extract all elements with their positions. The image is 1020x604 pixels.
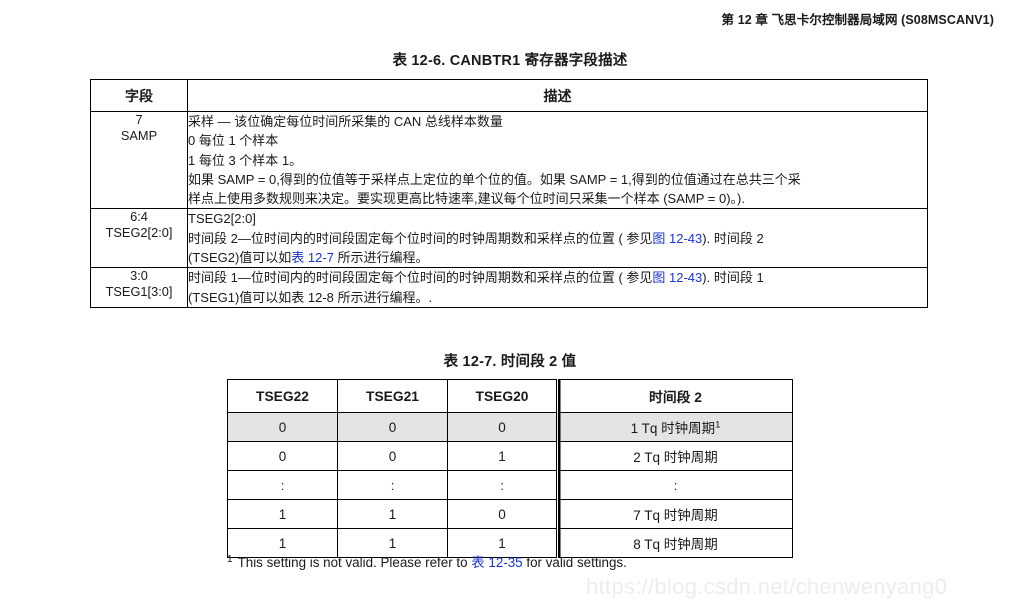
column-header-description: 描述 <box>187 79 928 112</box>
table-row: 1 1 1 8 Tq 时钟周期 <box>227 528 793 558</box>
cell-time-segment: 2 Tq 时钟周期 <box>556 441 793 471</box>
running-header: 第 12 章 飞思卡尔控制器局域网 (S08MSCANV1) <box>721 13 994 27</box>
cell-tseg20: : <box>447 470 558 500</box>
cell-tseg21: 0 <box>337 412 448 442</box>
footnote-mark: 1 <box>227 553 233 565</box>
cell-tseg22: 0 <box>227 441 338 471</box>
desc-line: (TSEG2)值可以如表 12-7 所示进行编程。 <box>188 250 429 266</box>
desc-line: 样点上使用多数规则来决定。要实现更高比特速率,建议每个位时间只采集一个样本 (S… <box>188 191 745 207</box>
cell-tseg22: : <box>227 470 338 500</box>
cell-tseg22: 1 <box>227 528 338 558</box>
table-6-caption: 表 12-6. CANBTR1 寄存器字段描述 <box>392 53 628 69</box>
footnote-text-after: for valid settings. <box>522 555 627 570</box>
table-7-footnote: 1 This setting is not valid. Please refer… <box>227 551 627 571</box>
cell-tseg22: 1 <box>227 499 338 529</box>
column-header-tseg22: TSEG22 <box>227 379 338 413</box>
footnote-text-before: This setting is not valid. Please refer … <box>237 555 472 570</box>
cell-field-samp: 7 SAMP <box>90 110 188 210</box>
cell-tseg21: 1 <box>337 499 448 529</box>
cell-tseg21: 0 <box>337 441 448 471</box>
desc-line: 时间段 1—位时间内的时间段固定每个位时间的时钟周期数和采样点的位置 ( 参见图… <box>188 270 764 286</box>
watermark-url: https://blog.csdn.net/chenwenyang0 <box>586 574 948 599</box>
table-row: 6:4 TSEG2[2:0] TSEG2[2:0] 时间段 2—位时间内的时间段… <box>90 208 928 269</box>
table-7-time-segment-2-values: TSEG22 TSEG21 TSEG20 时间段 2 0 0 0 1 Tq 时钟… <box>227 379 793 558</box>
column-header-field: 字段 <box>90 79 188 112</box>
desc-line: 采样 — 该位确定每位时间所采集的 CAN 总线样本数量 <box>188 114 503 129</box>
cell-tseg20: 1 <box>447 441 558 471</box>
table-row: : : : : <box>227 470 793 500</box>
table-row: 0 0 1 2 Tq 时钟周期 <box>227 441 793 471</box>
table-row: 7 SAMP 采样 — 该位确定每位时间所采集的 CAN 总线样本数量 0 每位… <box>90 110 928 210</box>
cell-description-tseg1: 时间段 1—位时间内的时间段固定每个位时间的时钟周期数和采样点的位置 ( 参见图… <box>187 267 928 308</box>
cell-field-tseg1: 3:0 TSEG1[3:0] <box>90 267 188 308</box>
cell-tseg20: 0 <box>447 499 558 529</box>
desc-line: 0 每位 1 个样本 <box>188 133 279 149</box>
cell-description-samp: 采样 — 该位确定每位时间所采集的 CAN 总线样本数量 0 每位 1 个样本 … <box>187 110 928 210</box>
xref-table-12-7[interactable]: 表 12-7 <box>291 250 334 266</box>
cell-description-tseg2: TSEG2[2:0] 时间段 2—位时间内的时间段固定每个位时间的时钟周期数和采… <box>187 208 928 269</box>
cell-field-tseg2: 6:4 TSEG2[2:0] <box>90 208 188 269</box>
xref-figure-12-43[interactable]: 图 12-43 <box>652 230 703 246</box>
table-row: 3:0 TSEG1[3:0] 时间段 1—位时间内的时间段固定每个位时间的时钟周… <box>90 267 928 308</box>
table-7-caption: 表 12-7. 时间段 2 值 <box>443 354 577 370</box>
cell-time-segment: 7 Tq 时钟周期 <box>556 499 793 529</box>
cell-time-segment: 1 Tq 时钟周期1 <box>556 412 793 442</box>
table-row-header: TSEG22 TSEG21 TSEG20 时间段 2 <box>227 379 793 413</box>
table-6-canbtr1-register-field-descriptions: 字段 描述 7 SAMP 采样 — 该位确定每位时间所采集的 CAN 总线样本数… <box>90 79 928 308</box>
xref-figure-12-43[interactable]: 图 12-43 <box>652 270 703 286</box>
cell-time-segment: : <box>556 470 793 500</box>
cell-tseg20: 0 <box>447 412 558 442</box>
desc-line: 如果 SAMP = 0,得到的位值等于采样点上定位的单个位的值。如果 SAMP … <box>188 171 801 187</box>
desc-line: (TSEG1)值可以如表 12-8 所示进行编程。. <box>188 289 433 305</box>
cell-tseg20: 1 <box>447 528 558 558</box>
cell-tseg21: : <box>337 470 448 500</box>
footnote-ref[interactable]: 1 <box>715 419 721 431</box>
column-header-tseg20: TSEG20 <box>447 379 558 413</box>
cell-tseg22: 0 <box>227 412 338 442</box>
column-header-time-segment-2: 时间段 2 <box>556 379 793 413</box>
desc-line: TSEG2[2:0] <box>188 211 256 227</box>
table-row: 0 0 0 1 Tq 时钟周期1 <box>227 412 793 442</box>
xref-table-12-35[interactable]: 表 12-35 <box>471 555 523 570</box>
table-row-header: 字段 描述 <box>90 79 928 112</box>
table-row: 1 1 0 7 Tq 时钟周期 <box>227 499 793 529</box>
column-header-tseg21: TSEG21 <box>337 379 448 413</box>
cell-time-segment-text: 1 Tq 时钟周期 <box>630 421 716 436</box>
cell-time-segment: 8 Tq 时钟周期 <box>556 528 793 558</box>
desc-line: 1 每位 3 个样本 1。 <box>188 152 303 168</box>
desc-line: 时间段 2—位时间内的时间段固定每个位时间的时钟周期数和采样点的位置 ( 参见图… <box>188 230 764 246</box>
